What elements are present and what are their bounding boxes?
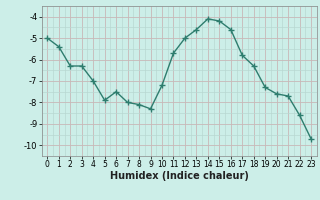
X-axis label: Humidex (Indice chaleur): Humidex (Indice chaleur) xyxy=(110,171,249,181)
